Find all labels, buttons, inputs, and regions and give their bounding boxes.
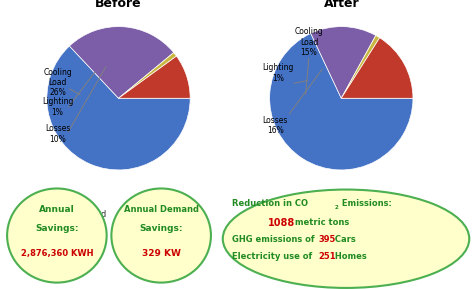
Wedge shape (47, 46, 190, 170)
Text: Reduction in CO: Reduction in CO (232, 199, 308, 208)
Text: Cars: Cars (332, 235, 356, 244)
Text: Annual Demand: Annual Demand (124, 205, 199, 214)
Text: Cooling
Load
26%: Cooling Load 26% (43, 68, 72, 97)
Ellipse shape (111, 188, 211, 283)
Text: Annual: Annual (39, 205, 75, 214)
Text: Emissions:: Emissions: (339, 199, 392, 208)
Text: 2: 2 (334, 205, 338, 210)
Ellipse shape (223, 190, 469, 288)
Text: Electricity use of: Electricity use of (232, 252, 315, 262)
Wedge shape (270, 34, 413, 170)
Text: Losses
10%: Losses 10% (45, 124, 70, 144)
Text: IT Load
68%: IT Load 68% (347, 210, 378, 230)
Text: IT Load
63%: IT Load 63% (76, 210, 107, 230)
Title: Before: Before (95, 0, 142, 10)
Wedge shape (118, 56, 190, 98)
Text: Losses
16%: Losses 16% (263, 116, 288, 135)
Wedge shape (341, 36, 380, 98)
Wedge shape (311, 27, 376, 98)
Text: Savings:: Savings: (35, 224, 79, 233)
Text: Cooling
Load
15%: Cooling Load 15% (295, 27, 323, 57)
Text: Lighting
1%: Lighting 1% (42, 97, 73, 116)
Text: 251: 251 (319, 252, 336, 262)
Text: 329 KW: 329 KW (142, 249, 181, 258)
Text: 2,876,360 KWH: 2,876,360 KWH (21, 249, 93, 258)
Text: Lighting
1%: Lighting 1% (263, 64, 294, 83)
Text: 395: 395 (319, 235, 336, 244)
Wedge shape (341, 38, 413, 98)
Title: After: After (323, 0, 359, 10)
Text: GHG emissions of: GHG emissions of (232, 235, 318, 244)
Wedge shape (69, 27, 174, 98)
Text: 1088: 1088 (268, 218, 295, 228)
Text: Homes: Homes (332, 252, 366, 262)
Text: Savings:: Savings: (139, 224, 183, 233)
Text: metric tons: metric tons (292, 218, 349, 227)
Wedge shape (118, 53, 176, 98)
Ellipse shape (7, 188, 107, 283)
